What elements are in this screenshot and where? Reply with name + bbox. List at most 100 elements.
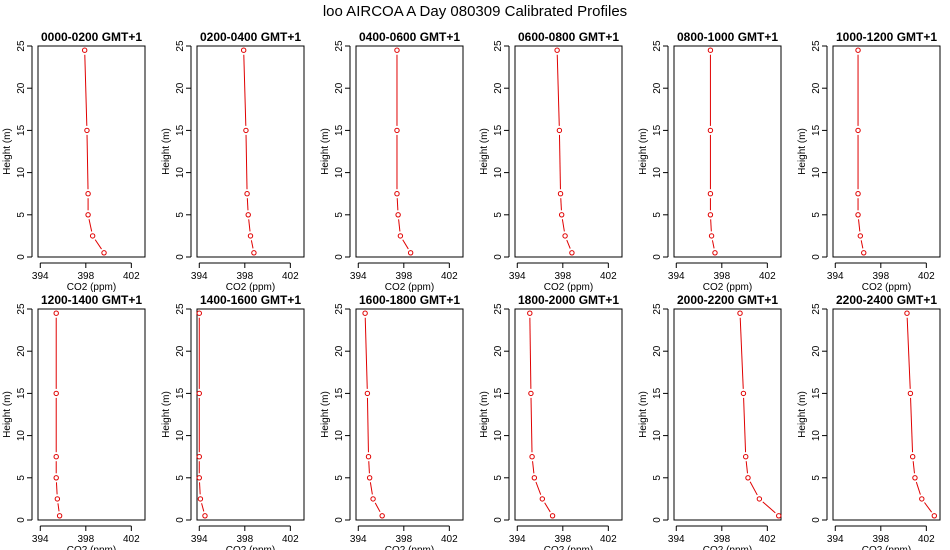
plot-frame bbox=[673, 45, 782, 258]
series-line-segment bbox=[915, 481, 921, 495]
data-point bbox=[365, 454, 372, 460]
data-point bbox=[861, 250, 867, 256]
x-tick-label: 394 bbox=[191, 534, 208, 545]
data-point bbox=[379, 513, 385, 519]
panel-title: 0600-0800 GMT+1 bbox=[518, 30, 619, 44]
y-tick-label: 10 bbox=[493, 167, 504, 179]
plot-frame bbox=[196, 308, 305, 521]
x-tick-label: 398 bbox=[872, 271, 889, 282]
panel-title: 1400-1600 GMT+1 bbox=[200, 293, 301, 307]
x-tick-label: 402 bbox=[441, 534, 458, 545]
chart-panel: 0800-1000 GMT+1 0 5 10 15 20 25 394 398 402 CO2 (p… bbox=[638, 30, 782, 293]
chart-panel: 1400-1600 GMT+1 0 5 10 15 20 25 394 398 402 CO2 (p… bbox=[161, 293, 305, 550]
series-line-segment bbox=[94, 239, 102, 250]
data-point bbox=[240, 47, 247, 53]
data-point bbox=[85, 212, 91, 218]
data-point bbox=[743, 454, 749, 460]
data-point bbox=[366, 475, 373, 481]
y-tick-label: 0 bbox=[811, 254, 822, 260]
data-point bbox=[196, 390, 202, 397]
data-point bbox=[364, 390, 371, 397]
x-tick-label: 398 bbox=[395, 534, 412, 545]
data-point bbox=[756, 496, 763, 502]
x-tick-label: 398 bbox=[77, 534, 94, 545]
y-tick-label: 0 bbox=[175, 517, 186, 523]
y-tick-label: 25 bbox=[652, 40, 663, 52]
y-tick-label: 0 bbox=[16, 254, 27, 260]
series-line-segment bbox=[199, 482, 201, 495]
x-axis-label: CO2 (ppm) bbox=[544, 545, 593, 550]
data-point bbox=[909, 454, 916, 460]
x-tick-label: 394 bbox=[32, 271, 49, 282]
series-line-segment bbox=[535, 481, 542, 495]
y-axis-label: Height (m) bbox=[161, 128, 172, 175]
y-tick-label: 10 bbox=[16, 430, 27, 442]
x-axis-label: CO2 (ppm) bbox=[67, 545, 116, 550]
data-point bbox=[244, 191, 250, 197]
data-point bbox=[85, 191, 91, 197]
y-tick-label: 25 bbox=[16, 303, 27, 315]
y-tick-label: 10 bbox=[811, 167, 822, 179]
data-point bbox=[407, 250, 414, 256]
series-line-segment bbox=[55, 482, 58, 495]
series-line-segment bbox=[250, 240, 254, 249]
chart-panel: 0400-0600 GMT+1 0 5 10 15 20 25 394 398 402 CO2 (p… bbox=[320, 30, 464, 293]
plot-frame bbox=[355, 45, 464, 258]
x-tick-label: 398 bbox=[236, 534, 253, 545]
x-axis-label: CO2 (ppm) bbox=[862, 545, 911, 550]
y-tick-label: 25 bbox=[334, 40, 345, 52]
y-tick-label: 5 bbox=[16, 475, 27, 481]
data-point bbox=[53, 310, 59, 316]
y-tick-label: 25 bbox=[811, 40, 822, 52]
data-point bbox=[539, 496, 546, 502]
series-line-segment bbox=[529, 317, 532, 389]
y-axis-label: Height (m) bbox=[638, 391, 649, 438]
y-tick-label: 5 bbox=[652, 212, 663, 218]
data-point bbox=[776, 513, 782, 519]
data-point bbox=[531, 475, 538, 481]
plot-frame bbox=[37, 308, 146, 521]
x-tick-label: 394 bbox=[827, 534, 844, 545]
y-axis-label: Height (m) bbox=[479, 128, 490, 175]
x-tick-label: 394 bbox=[827, 271, 844, 282]
x-axis-label: CO2 (ppm) bbox=[226, 545, 275, 550]
y-tick-label: 15 bbox=[493, 124, 504, 136]
x-tick-label: 398 bbox=[713, 534, 730, 545]
series-line-segment bbox=[560, 198, 562, 211]
y-tick-label: 15 bbox=[811, 387, 822, 399]
x-tick-label: 398 bbox=[872, 534, 889, 545]
data-point bbox=[707, 47, 714, 53]
y-tick-label: 15 bbox=[811, 124, 822, 136]
series-line-segment bbox=[910, 397, 914, 453]
data-point bbox=[931, 513, 938, 519]
y-tick-label: 25 bbox=[175, 40, 186, 52]
data-point bbox=[54, 496, 61, 502]
data-point bbox=[56, 513, 63, 519]
data-point bbox=[394, 127, 400, 134]
y-tick-label: 25 bbox=[811, 303, 822, 315]
series-line-segment bbox=[858, 219, 861, 232]
y-tick-label: 15 bbox=[493, 387, 504, 399]
data-point bbox=[855, 127, 861, 134]
series-line-segment bbox=[364, 317, 368, 389]
data-point bbox=[529, 454, 535, 460]
chart-panel: 1000-1200 GMT+1 0 5 10 15 20 25 394 398 402 CO2 (p… bbox=[797, 30, 941, 293]
series-line-segment bbox=[530, 397, 533, 453]
y-tick-label: 0 bbox=[175, 254, 186, 260]
data-point bbox=[395, 212, 401, 218]
data-point bbox=[569, 250, 575, 256]
y-tick-label: 0 bbox=[334, 517, 345, 523]
data-point bbox=[857, 233, 864, 239]
y-tick-label: 5 bbox=[16, 212, 27, 218]
y-tick-label: 0 bbox=[16, 517, 27, 523]
y-tick-label: 25 bbox=[16, 40, 27, 52]
data-point bbox=[197, 496, 204, 502]
x-tick-label: 394 bbox=[509, 271, 526, 282]
x-axis-label: CO2 (ppm) bbox=[226, 282, 275, 293]
y-tick-label: 25 bbox=[493, 40, 504, 52]
data-point bbox=[196, 310, 202, 316]
y-tick-label: 25 bbox=[175, 303, 186, 315]
panel-title: 2200-2400 GMT+1 bbox=[836, 293, 937, 307]
y-tick-label: 5 bbox=[334, 212, 345, 218]
series-line-segment bbox=[398, 219, 401, 232]
